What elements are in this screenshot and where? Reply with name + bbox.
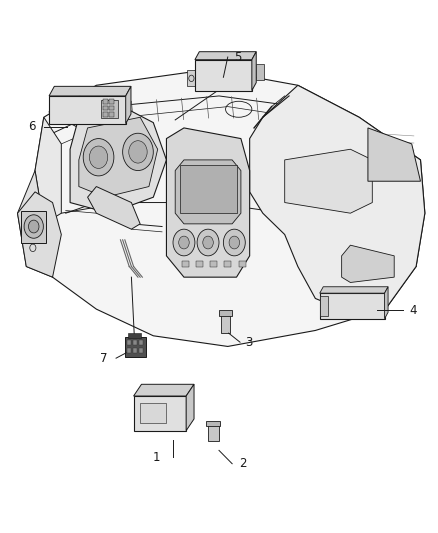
Circle shape <box>203 236 213 249</box>
Bar <box>225 261 232 266</box>
Circle shape <box>197 229 219 256</box>
Polygon shape <box>221 314 230 333</box>
Text: 4: 4 <box>410 304 417 317</box>
Bar <box>140 403 166 423</box>
Bar <box>110 112 114 117</box>
Bar <box>139 340 143 345</box>
Polygon shape <box>126 86 131 124</box>
Polygon shape <box>320 287 388 293</box>
Circle shape <box>223 229 245 256</box>
Bar <box>127 340 131 345</box>
Polygon shape <box>219 310 232 316</box>
Polygon shape <box>18 171 53 277</box>
Bar <box>256 64 264 80</box>
Polygon shape <box>49 86 131 96</box>
Text: 1: 1 <box>152 451 160 464</box>
Circle shape <box>89 146 108 168</box>
Bar <box>110 99 114 104</box>
Polygon shape <box>70 107 166 213</box>
Polygon shape <box>342 245 394 282</box>
Polygon shape <box>208 425 219 441</box>
Polygon shape <box>88 187 140 229</box>
Bar <box>101 100 118 118</box>
Text: 5: 5 <box>234 51 242 63</box>
Circle shape <box>179 236 189 249</box>
Circle shape <box>123 133 153 171</box>
Circle shape <box>173 229 195 256</box>
Bar <box>239 261 246 266</box>
Bar <box>196 261 203 266</box>
Polygon shape <box>206 421 220 426</box>
Bar <box>133 340 137 345</box>
Polygon shape <box>195 60 252 91</box>
Circle shape <box>229 236 240 249</box>
Bar <box>133 348 137 353</box>
Polygon shape <box>166 128 250 277</box>
Polygon shape <box>21 211 46 243</box>
Polygon shape <box>186 384 194 431</box>
Bar <box>102 106 107 110</box>
Polygon shape <box>320 293 385 319</box>
Polygon shape <box>49 96 126 124</box>
Text: 7: 7 <box>100 352 107 365</box>
Polygon shape <box>285 149 372 213</box>
Bar <box>110 106 114 110</box>
Bar <box>127 348 131 353</box>
Polygon shape <box>125 337 146 357</box>
Bar <box>180 165 237 213</box>
Polygon shape <box>250 85 425 309</box>
Circle shape <box>24 215 43 238</box>
Polygon shape <box>134 384 194 396</box>
Bar <box>102 112 107 117</box>
Polygon shape <box>35 117 61 224</box>
Bar <box>102 99 107 104</box>
Polygon shape <box>134 396 186 431</box>
Text: 3: 3 <box>245 336 253 349</box>
Bar <box>128 333 141 338</box>
Polygon shape <box>18 192 61 277</box>
Text: 2: 2 <box>239 457 246 470</box>
Polygon shape <box>175 160 241 224</box>
Bar <box>187 70 196 86</box>
Polygon shape <box>252 52 256 91</box>
Circle shape <box>83 139 114 176</box>
Bar <box>320 296 328 316</box>
Polygon shape <box>195 52 256 60</box>
Polygon shape <box>35 69 425 346</box>
Bar <box>139 348 143 353</box>
Polygon shape <box>368 128 420 181</box>
Polygon shape <box>385 287 388 319</box>
Text: 6: 6 <box>28 120 36 133</box>
Circle shape <box>28 220 39 233</box>
Bar <box>182 261 189 266</box>
Polygon shape <box>79 117 158 197</box>
Bar <box>210 261 217 266</box>
Circle shape <box>129 141 147 163</box>
